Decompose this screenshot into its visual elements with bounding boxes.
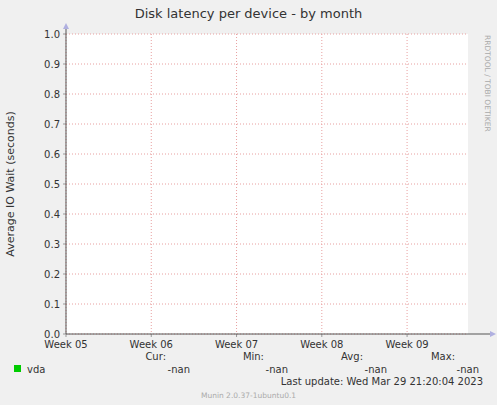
grid-line	[321, 34, 322, 334]
tick-label: 0.4	[44, 209, 60, 220]
legend-header: Min:	[243, 351, 264, 362]
grid-line	[66, 304, 468, 305]
tick-label: 0.5	[44, 179, 60, 190]
chart-root: Disk latency per device - by month 0.0 0.1…	[0, 0, 497, 405]
tick-label: Week 07	[215, 339, 258, 350]
legend-stat: -nan	[168, 364, 190, 375]
grid-line	[236, 34, 237, 334]
legend-stat: -nan	[457, 364, 479, 375]
legend-label: vda	[27, 364, 45, 375]
footer: Munin 2.0.37-1ubuntu0.1	[201, 391, 296, 400]
tick-label: Week 05	[44, 339, 87, 350]
legend-header: Max:	[431, 351, 455, 362]
grid-line	[66, 34, 468, 35]
legend-stat: -nan	[266, 364, 288, 375]
grid-line	[66, 184, 468, 185]
legend-header: Avg:	[341, 351, 363, 362]
tick-label: 1.0	[44, 29, 60, 40]
chart: Disk latency per device - by month 0.0 0.1…	[0, 0, 497, 405]
tick-label: 0.1	[44, 299, 60, 310]
legend-swatch	[14, 365, 21, 372]
tick-label: 0.7	[44, 119, 60, 130]
x-axis-arrow	[490, 331, 496, 337]
grid-line	[66, 214, 468, 215]
tick-label: 0.2	[44, 269, 60, 280]
background	[0, 0, 497, 405]
y-axis-arrow	[63, 23, 69, 29]
last-update: Last update: Wed Mar 29 21:20:04 2023	[281, 376, 483, 387]
grid-line	[407, 34, 408, 334]
watermark: RRDTOOL / TOBI OETIKER	[483, 35, 492, 132]
grid-line	[151, 34, 152, 334]
tick-label: 0.6	[44, 149, 60, 160]
plot-area	[66, 34, 468, 334]
legend-header: Cur:	[145, 351, 166, 362]
grid-line	[66, 154, 468, 155]
tick-label: Week 08	[300, 339, 343, 350]
y-axis-label: Average IO Wait (seconds)	[4, 111, 17, 256]
grid-line	[66, 124, 468, 125]
tick-label: 0.0	[44, 329, 60, 340]
tick-label: 0.9	[44, 59, 60, 70]
tick-label: 0.8	[44, 89, 60, 100]
tick-label: Week 09	[385, 339, 428, 350]
legend-stat: -nan	[365, 364, 387, 375]
grid-line	[66, 64, 468, 65]
x-axis	[66, 334, 490, 335]
title: Disk latency per device - by month	[135, 6, 363, 21]
tick-label: 0.3	[44, 239, 60, 250]
grid-line	[66, 94, 468, 95]
tick-label: Week 06	[130, 339, 173, 350]
grid-line	[66, 244, 468, 245]
y-axis	[66, 29, 67, 334]
grid-line	[66, 274, 468, 275]
